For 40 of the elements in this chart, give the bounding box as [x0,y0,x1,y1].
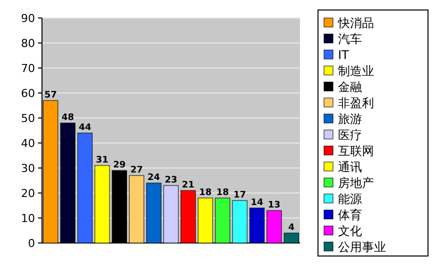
data-label: 14 [250,198,264,208]
legend-label: 文化 [338,224,362,238]
y-tick-label: 50 [21,112,35,125]
y-tick-label: 30 [21,162,35,175]
data-label: 31 [96,156,108,166]
data-label: 48 [62,113,74,123]
legend-label: 房地产 [338,176,374,190]
data-label: 24 [148,173,160,183]
legend-label: IT [338,48,350,62]
legend-label: 汽车 [338,32,362,46]
y-tick-label: 80 [21,37,35,50]
data-label: 17 [234,190,246,200]
y-tick-label: 70 [21,62,35,75]
y-tick-label: 40 [21,137,35,150]
y-tick-label: 90 [21,12,35,25]
data-label: 4 [288,223,295,233]
legend-label: 通讯 [338,160,362,174]
data-label: 57 [44,90,57,100]
legend-label: 能源 [338,192,362,206]
data-label: 29 [113,160,126,170]
y-tick-label: 0 [28,237,35,250]
data-label: 18 [199,188,212,198]
legend-label: 互联网 [338,144,374,158]
legend-label: 快消品 [337,16,374,30]
data-label: 21 [182,180,194,190]
y-tick-label: 60 [21,87,35,100]
legend-label: 非盈利 [338,96,374,110]
legend-label: 金融 [338,80,362,94]
data-label: 13 [268,200,280,210]
y-tick-label: 20 [21,187,35,200]
data-label: 23 [164,176,178,186]
legend-label: 制造业 [338,64,374,78]
legend-label: 公用事业 [338,240,386,254]
data-label: 44 [78,123,92,133]
y-tick-label: 10 [21,212,35,225]
legend-label: 医疗 [338,128,362,142]
legend-label: 体育 [338,208,362,222]
legend-label: 旅游 [338,112,362,126]
data-label: 18 [216,188,229,198]
data-label: 27 [130,166,143,176]
